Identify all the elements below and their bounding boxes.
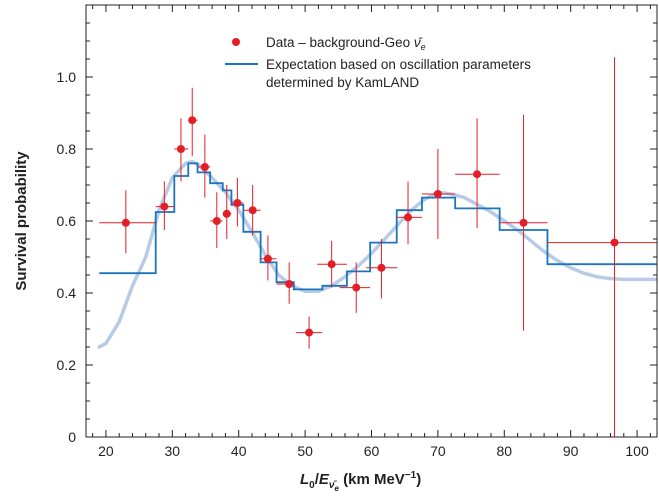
data-point	[396, 181, 422, 245]
data-point-marker	[248, 206, 257, 215]
data-point-marker	[352, 283, 361, 292]
data-point	[366, 239, 398, 299]
x-tick-label: 90	[563, 443, 579, 459]
smooth-expectation-curve	[97, 159, 657, 349]
data-point-marker	[377, 263, 386, 272]
data-point-marker	[433, 190, 442, 198]
data-point-marker	[285, 280, 294, 288]
data-point	[243, 185, 261, 236]
data-point-marker	[176, 145, 185, 153]
data-point	[339, 262, 371, 313]
x-title-E: E	[319, 471, 330, 488]
data-point	[499, 114, 548, 331]
legend-data-sub: e	[421, 42, 426, 52]
data-point-marker	[200, 163, 209, 171]
data-point-marker	[404, 213, 413, 222]
y-axis-title: Survival probability	[13, 151, 30, 291]
x-title-slash: /	[315, 471, 320, 488]
data-point	[222, 185, 232, 239]
axis-ticks	[86, 4, 657, 438]
x-title-exp: −1	[405, 470, 417, 481]
data-point-marker	[610, 238, 619, 247]
x-tick-label: 60	[364, 443, 380, 459]
data-point-marker	[327, 260, 336, 269]
data-point-marker	[160, 202, 169, 211]
x-tick-label: 100	[625, 443, 649, 459]
x-tick-labels: 20 30 40 50 60 70 80 90 100	[98, 443, 649, 459]
x-title-sub-e: e	[334, 484, 339, 493]
data-point-marker	[233, 199, 242, 207]
x-tick-label: 30	[165, 443, 181, 459]
legend-expectation-line2: determined by KamLAND	[266, 75, 419, 90]
data-point	[317, 240, 347, 288]
data-point	[276, 262, 294, 304]
smooth-expectation-line	[97, 159, 657, 349]
data-point-marker	[121, 218, 130, 227]
x-title-L: L	[300, 471, 309, 488]
y-tick-label: 0	[68, 429, 76, 445]
x-axis-title: L0/Eν̄e (km MeV−1)	[300, 470, 421, 493]
data-points-series	[99, 57, 657, 437]
data-point	[231, 177, 244, 227]
x-tick-label: 20	[98, 443, 114, 459]
data-point	[295, 316, 323, 349]
data-point	[99, 190, 156, 254]
x-title-sub0: 0	[309, 480, 315, 491]
legend-data-label: Data – background-Geo ν̄e	[266, 35, 426, 52]
data-point	[155, 181, 175, 230]
data-point-marker	[212, 217, 221, 225]
data-point-marker	[263, 254, 272, 263]
legend-data-main: Data – background-Geo	[266, 35, 414, 50]
data-point-marker	[519, 218, 528, 227]
data-point	[260, 235, 277, 281]
y-tick-label: 0.6	[57, 213, 77, 229]
data-point	[197, 134, 211, 198]
data-point	[455, 118, 500, 229]
data-point-marker	[305, 328, 314, 337]
x-tick-label: 70	[430, 443, 446, 459]
x-tick-label: 50	[297, 443, 313, 459]
y-tick-label: 0.8	[57, 141, 77, 157]
data-point-marker	[222, 209, 231, 218]
legend-expectation-line1: Expectation based on oscillation paramet…	[266, 57, 531, 72]
y-tick-label: 1.0	[57, 69, 77, 85]
data-point-marker	[473, 170, 482, 179]
data-point-marker	[188, 116, 197, 125]
y-tick-label: 0.4	[57, 285, 77, 301]
data-point	[421, 149, 456, 239]
x-tick-label: 80	[497, 443, 513, 459]
legend: Data – background-Geo ν̄e Expectation ba…	[225, 35, 531, 90]
x-title-close: )	[416, 471, 421, 488]
legend-data-marker	[232, 38, 240, 46]
x-tick-label: 40	[231, 443, 247, 459]
data-point	[210, 192, 223, 248]
data-point	[547, 57, 657, 437]
data-point	[174, 118, 189, 182]
data-point	[188, 87, 198, 157]
y-tick-label: 0.2	[57, 357, 77, 373]
x-title-sub-nu: ν̄	[329, 480, 338, 491]
y-tick-labels: 0 0.2 0.4 0.6 0.8 1.0	[57, 69, 77, 445]
legend-data-nu: ν̄	[414, 35, 423, 50]
x-title-units: (km MeV	[339, 471, 405, 488]
